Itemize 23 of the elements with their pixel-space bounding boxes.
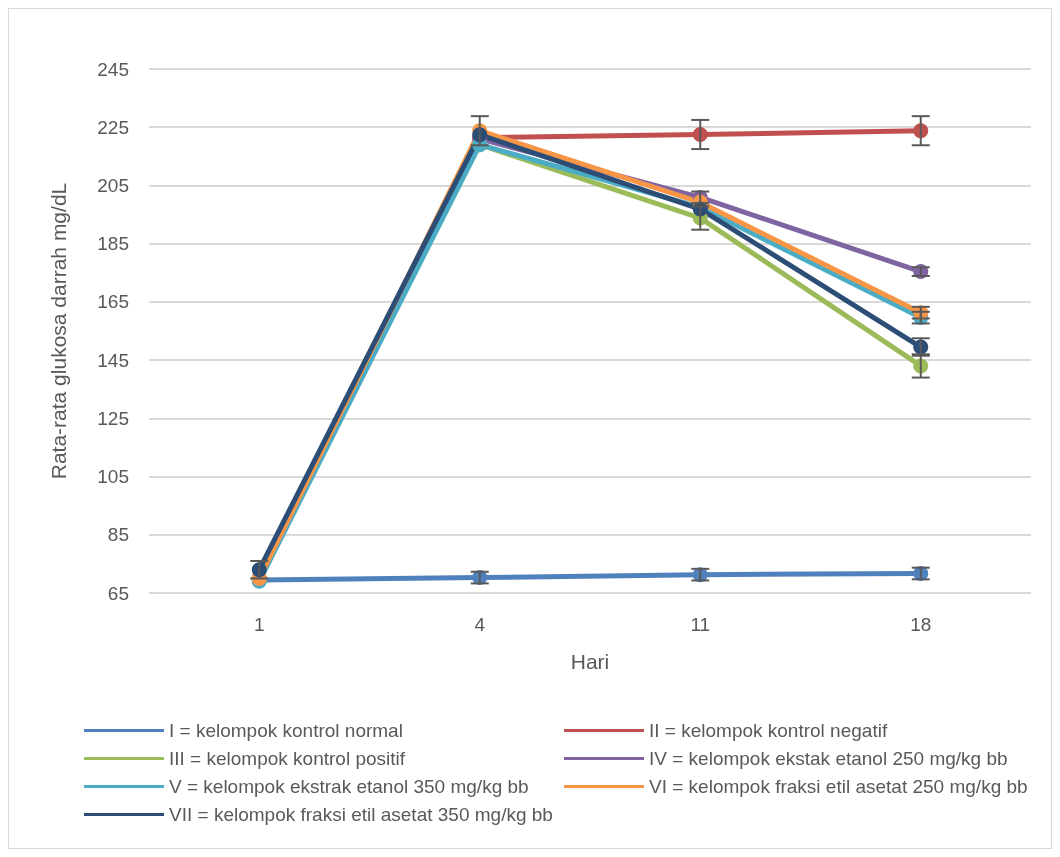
x-tick-label: 18 (910, 614, 932, 635)
y-tick-label: 145 (97, 349, 129, 371)
y-tick-label: 165 (97, 291, 129, 313)
legend-label: VII = kelompok fraksi etil asetat 350 mg/kg bb (169, 804, 553, 825)
y-tick-label: 65 (107, 582, 129, 604)
y-tick-label: 245 (97, 58, 129, 80)
y-tick-label: 105 (97, 466, 129, 488)
legend-label: VI = kelompok fraksi etil asetat 250 mg/kg bb (649, 776, 1028, 797)
y-tick-label: 225 (97, 116, 129, 138)
legend-label: V = kelompok ekstrak etanol 350 mg/kg bb (169, 776, 529, 797)
y-tick-label: 85 (107, 524, 129, 546)
legend-label: III = kelompok kontrol positif (169, 748, 406, 769)
y-tick-label: 125 (97, 407, 129, 429)
y-tick-label: 185 (97, 233, 129, 255)
x-tick-label: 4 (474, 614, 486, 635)
y-axis-title: Rata-rata glukosa darrah mg/dL (47, 182, 70, 480)
x-tick-label: 11 (690, 614, 711, 635)
y-tick-label: 205 (97, 174, 129, 196)
x-axis-title: Hari (570, 650, 610, 673)
legend-label: II = kelompok kontrol negatif (649, 720, 888, 741)
legend-label: I = kelompok kontrol normal (169, 720, 403, 741)
x-tick-label: 1 (253, 614, 265, 635)
legend-label: IV = kelompok ekstak etanol 250 mg/kg bb (649, 748, 1008, 769)
